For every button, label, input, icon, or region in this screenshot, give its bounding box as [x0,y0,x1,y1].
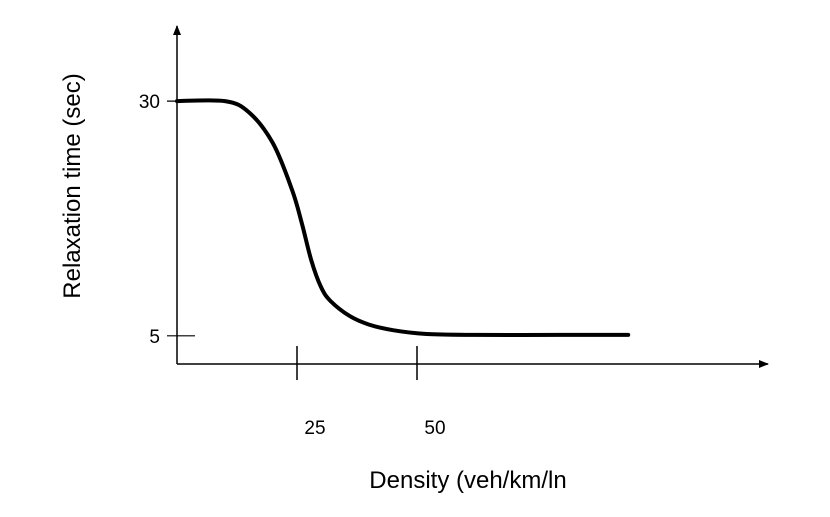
y-tick-label: 30 [139,92,160,113]
x-axis-title: Density (veh/km/ln [369,467,566,494]
x-tick-label: 50 [424,418,445,439]
relaxation-time-curve [175,98,631,337]
y-tick-label: 5 [149,327,160,348]
x-tick-label: 25 [304,418,325,439]
x-ticks: 25 50 [296,346,446,439]
y-axis-title: Relaxation time (sec) [59,73,86,298]
y-ticks: 5 30 [139,92,195,348]
